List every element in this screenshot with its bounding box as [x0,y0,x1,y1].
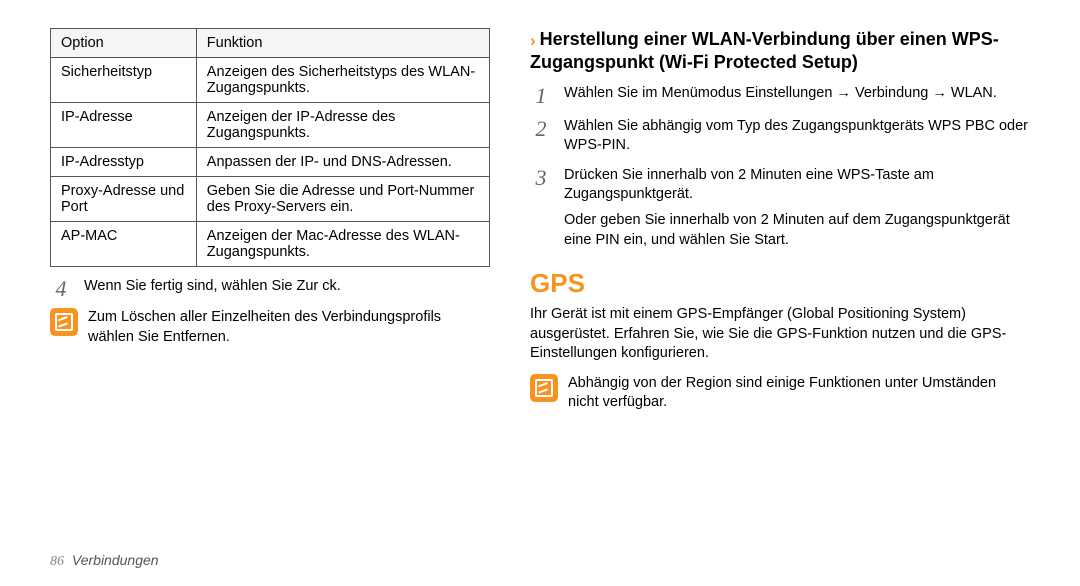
section-name: Verbindungen [72,552,159,568]
table-row: Proxy-Adresse und Port Geben Sie die Adr… [51,177,490,222]
cell-func: Geben Sie die Adresse und Port-Nummer de… [196,177,489,222]
gps-title: GPS [530,268,1030,299]
step-text: Wählen Sie im Menümodus Einstellungen → … [564,84,1030,107]
cell-func: Anzeigen des Sicherheitstyps des WLAN-Zu… [196,58,489,103]
page-number: 86 [50,554,64,569]
wps-step-2: 2 Wählen Sie abhängig vom Typ des Zugang… [530,117,1030,156]
cell-opt: IP-Adresstyp [51,148,197,177]
note-delete-profile: Zum Löschen aller Einzelheiten des Verbi… [50,308,490,347]
step-number: 3 [530,166,552,205]
wps-heading-text: Herstellung einer WLAN-Verbindung über e… [530,29,999,72]
th-option: Option [51,29,197,58]
step-text: Drücken Sie innerhalb von 2 Minuten eine… [564,166,1030,205]
wps-extra-text: Oder geben Sie innerhalb von 2 Minuten a… [564,211,1030,250]
note-text: Zum Löschen aller Einzelheiten des Verbi… [88,308,490,347]
cell-func: Anpassen der IP- und DNS-Adressen. [196,148,489,177]
note-icon [530,374,558,402]
th-function: Funktion [196,29,489,58]
step-number: 2 [530,117,552,156]
gps-body: Ihr Gerät ist mit einem GPS-Empfänger (G… [530,305,1030,364]
wps-step-3: 3 Drücken Sie innerhalb von 2 Minuten ei… [530,166,1030,205]
note-icon [50,308,78,336]
step-4: 4 Wenn Sie fertig sind, wählen Sie Zur c… [50,277,490,300]
step-text: Wenn Sie fertig sind, wählen Sie Zur ck. [84,277,490,300]
gps-note: Abhängig von der Region sind einige Funk… [530,374,1030,413]
table-row: Sicherheitstyp Anzeigen des Sicherheitst… [51,58,490,103]
step-number: 1 [530,84,552,107]
table-row: AP-MAC Anzeigen der Mac-Adresse des WLAN… [51,222,490,267]
wps-heading: ›Herstellung einer WLAN-Verbindung über … [530,28,1030,74]
note-text: Abhängig von der Region sind einige Funk… [568,374,1030,413]
cell-opt: IP-Adresse [51,103,197,148]
page-footer: 86 Verbindungen [50,552,159,570]
chevron-right-icon: › [530,31,536,50]
step-text: Wählen Sie abhängig vom Typ des Zugangsp… [564,117,1030,156]
cell-func: Anzeigen der IP-Adresse des Zugangspunkt… [196,103,489,148]
cell-func: Anzeigen der Mac-Adresse des WLAN-Zugang… [196,222,489,267]
wps-step-1: 1 Wählen Sie im Menümodus Einstellungen … [530,84,1030,107]
table-row: IP-Adresstyp Anpassen der IP- und DNS-Ad… [51,148,490,177]
step-number: 4 [50,277,72,300]
cell-opt: Sicherheitstyp [51,58,197,103]
cell-opt: AP-MAC [51,222,197,267]
cell-opt: Proxy-Adresse und Port [51,177,197,222]
table-row: IP-Adresse Anzeigen der IP-Adresse des Z… [51,103,490,148]
options-table: Option Funktion Sicherheitstyp Anzeigen … [50,28,490,267]
